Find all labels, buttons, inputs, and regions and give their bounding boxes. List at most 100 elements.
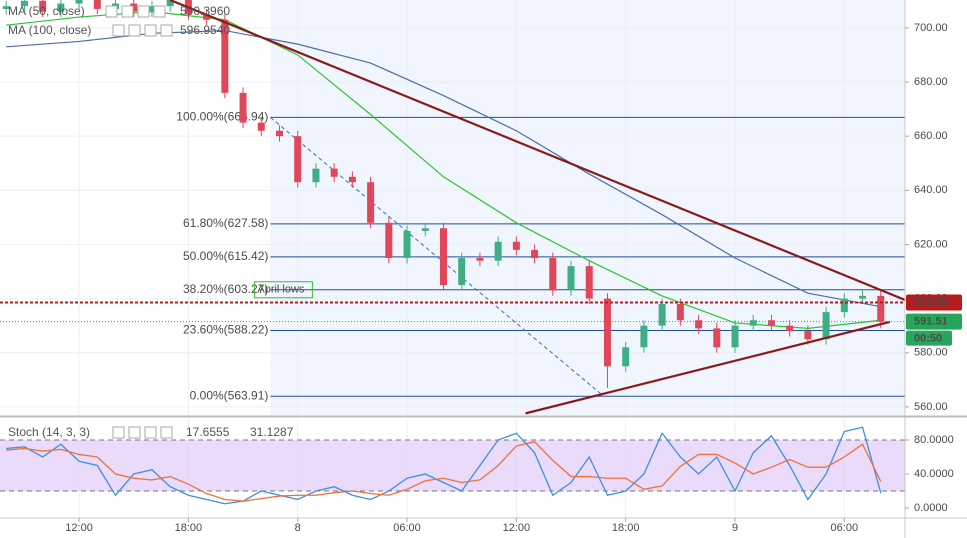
price-box-label: 591.51 (914, 315, 948, 327)
x-tick-label: 18:00 (612, 522, 640, 534)
candle-body (93, 0, 101, 9)
candle-body (330, 168, 338, 177)
icon[interactable] (112, 426, 125, 439)
y-tick-label: 80.0000 (914, 434, 954, 446)
countdown-label: 00:50 (914, 332, 942, 344)
candle-body (458, 257, 466, 286)
icon[interactable] (144, 426, 157, 439)
icon[interactable] (137, 5, 150, 18)
icon[interactable] (153, 5, 166, 18)
icon[interactable] (105, 5, 118, 18)
candle-body (859, 295, 867, 299)
candle-body (439, 228, 447, 286)
x-tick-label: 12:00 (503, 522, 531, 534)
trendline (525, 320, 891, 415)
candle-body (494, 241, 502, 261)
candle-body (257, 122, 265, 131)
stoch-band (0, 440, 905, 491)
stoch-label: Stoch (14, 3, 3) (8, 425, 90, 439)
x-tick-label: 18:00 (175, 522, 203, 534)
y-tick-label: 700.00 (914, 22, 948, 34)
stoch-value: 31.1287 (250, 425, 294, 439)
candle-body (658, 304, 666, 326)
candle-body (239, 92, 247, 123)
candle-body (804, 331, 812, 340)
candle-body (348, 176, 356, 183)
x-tick-label: 12:00 (65, 522, 93, 534)
y-tick-label: 560.00 (914, 401, 948, 413)
price-panel: 100.00%(666.94) 61.80%(627.58) 50.00%(615.… (0, 0, 905, 415)
ma-value: 596.9540 (180, 23, 230, 37)
icon[interactable] (160, 426, 173, 439)
candle-body (731, 325, 739, 348)
candle-body (57, 3, 65, 12)
fib-label: 100.00%(666.94) (176, 110, 268, 124)
candle-body (567, 266, 575, 291)
candle-body (221, 19, 229, 93)
candle-body (676, 304, 684, 321)
candle-body (749, 320, 757, 326)
candle-body (20, 0, 28, 7)
y-tick-label: 0.0000 (914, 502, 948, 514)
fib-label: 38.20%(603.27) (183, 282, 268, 296)
x-tick-label: 06:00 (831, 522, 859, 534)
stoch-value: 17.6555 (186, 425, 230, 439)
fib-label: 0.00%(563.91) (190, 388, 269, 402)
candle-body (421, 228, 429, 231)
candle-body (840, 298, 848, 313)
candle-body (403, 230, 411, 258)
ma50-label: MA (50, close) (8, 4, 85, 18)
annotation: April lows (257, 284, 305, 296)
x-tick-label: 06:00 (393, 522, 421, 534)
y-tick-label: 660.00 (914, 130, 948, 142)
ma100-label: MA (100, close) (8, 23, 91, 37)
trendline (169, 0, 905, 301)
x-tick-label: 9 (732, 522, 738, 534)
candle-body (166, 0, 174, 7)
candle-body (622, 347, 630, 367)
candle-body (148, 6, 156, 12)
icon[interactable] (144, 24, 157, 37)
candle-body (549, 257, 557, 291)
candle-body (130, 3, 138, 12)
candle-body (367, 182, 375, 223)
candle-body (2, 6, 10, 9)
countdown-box (906, 330, 952, 346)
y-tick-label: 620.00 (914, 238, 948, 250)
fib-label: 61.80%(627.58) (183, 216, 268, 230)
candle-body (275, 130, 283, 137)
y-tick-label: 40.0000 (914, 468, 954, 480)
price-box (906, 294, 962, 311)
y-tick-label: 640.00 (914, 184, 948, 196)
stoch-panel (0, 418, 905, 518)
range-highlight (270, 0, 905, 415)
fib-diagonal (270, 116, 605, 397)
candle-body (603, 298, 611, 367)
price-box (906, 313, 962, 330)
icon[interactable] (112, 24, 125, 37)
icon[interactable] (160, 24, 173, 37)
x-tick-label: 8 (295, 522, 301, 534)
icon[interactable] (121, 5, 134, 18)
icons (105, 5, 173, 439)
icon[interactable] (128, 24, 141, 37)
candle-body (531, 249, 539, 258)
candle-body (640, 325, 648, 348)
candle-body (39, 0, 47, 12)
candle-body (75, 0, 83, 4)
headers: MA (50, close) MA (100, close) Stoch (14… (8, 4, 294, 439)
price-box-label: 598.58 (914, 296, 948, 308)
fib-label: 23.60%(588.22) (183, 323, 268, 337)
ma-value: 590.3960 (180, 4, 230, 18)
stoch-line (6, 440, 882, 502)
candle-body (695, 320, 703, 329)
candle-body (822, 312, 830, 340)
candle-body (767, 320, 775, 326)
candle-body (585, 266, 593, 299)
stoch-line (6, 426, 882, 505)
fib-label: 50.00%(615.42) (183, 249, 268, 263)
candle-body (312, 168, 320, 183)
icon[interactable] (128, 426, 141, 439)
